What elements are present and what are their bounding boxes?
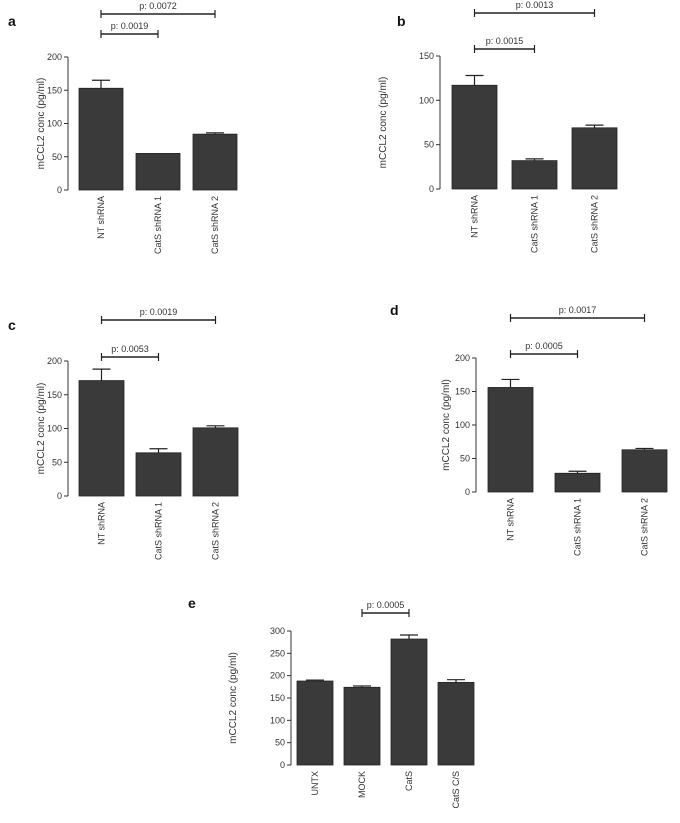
y-tick-label: 0 bbox=[280, 760, 285, 770]
bar-4 bbox=[437, 681, 475, 766]
y-tick-label: 300 bbox=[270, 626, 285, 636]
category-label: CatS C/S bbox=[451, 771, 461, 809]
panel-letter: b bbox=[397, 13, 406, 29]
bar-2 bbox=[554, 472, 601, 493]
y-tick-label: 250 bbox=[270, 648, 285, 658]
category-label: MOCK bbox=[357, 771, 367, 798]
y-axis-label: mCCL2 conc (pg/ml) bbox=[378, 77, 389, 169]
y-tick-label: 200 bbox=[47, 356, 62, 366]
y-tick-label: 100 bbox=[47, 119, 62, 129]
category-label: CatS bbox=[404, 771, 414, 791]
p-value-label: p: 0.0005 bbox=[367, 600, 405, 610]
category-label: UNTX bbox=[310, 771, 320, 796]
bar-2 bbox=[343, 686, 381, 766]
panel-a: a 0 50 100 150 200 mCCL2 conc (pg/ml) NT shRNA C… bbox=[8, 1, 238, 254]
bar-3 bbox=[390, 638, 428, 766]
y-tick-label: 200 bbox=[270, 671, 285, 681]
category-label: CatS shRNA 2 bbox=[590, 195, 600, 253]
bar-3 bbox=[571, 127, 618, 190]
y-tick-label: 0 bbox=[465, 487, 470, 497]
y-tick-label: 0 bbox=[429, 184, 434, 194]
panel-letter: e bbox=[188, 595, 196, 611]
y-axis-label: mCCL2 conc (pg/ml) bbox=[441, 379, 452, 471]
bar-1 bbox=[296, 680, 334, 766]
category-label: CatS shRNA 1 bbox=[154, 502, 164, 560]
y-tick-label: 50 bbox=[52, 457, 62, 467]
y-tick-label: 100 bbox=[419, 95, 434, 105]
category-label: NT shRNA bbox=[506, 498, 516, 541]
bar-3 bbox=[192, 427, 239, 497]
y-tick-label: 150 bbox=[455, 387, 470, 397]
category-label: CatS shRNA 2 bbox=[211, 502, 221, 560]
y-tick-label: 150 bbox=[47, 85, 62, 95]
panel-letter: c bbox=[8, 317, 16, 333]
y-axis-label: mCCL2 conc (pg/ml) bbox=[228, 652, 239, 744]
panel-letter: a bbox=[8, 13, 16, 29]
bar-2 bbox=[511, 160, 558, 190]
category-label: CatS shRNA 1 bbox=[530, 195, 540, 253]
bar-1 bbox=[78, 87, 124, 191]
y-tick-label: 0 bbox=[57, 185, 62, 195]
category-label: NT shRNA bbox=[470, 195, 480, 238]
category-label: CatS shRNA 1 bbox=[153, 196, 163, 254]
category-label: CatS shRNA 2 bbox=[210, 196, 220, 254]
bar-1 bbox=[451, 84, 498, 190]
y-tick-label: 0 bbox=[57, 491, 62, 501]
bar-2 bbox=[135, 452, 182, 497]
category-label: CatS shRNA 2 bbox=[640, 498, 650, 556]
panel-e: e 0 50 100 150 200 250 300 mCCL2 conc (pg/ml) UNT… bbox=[188, 595, 475, 809]
p-value-label: p: 0.0019 bbox=[140, 307, 178, 317]
p-value-label: p: 0.0072 bbox=[139, 1, 177, 11]
bar-3 bbox=[192, 133, 238, 191]
panel-letter: d bbox=[390, 302, 399, 318]
y-tick-label: 100 bbox=[455, 420, 470, 430]
bar-1 bbox=[78, 380, 125, 497]
panel-d: d 0 50 100 150 200 mCCL2 conc (pg/ml) NT shRNA C… bbox=[390, 302, 668, 556]
y-tick-label: 150 bbox=[270, 693, 285, 703]
p-value-label: p: 0.0053 bbox=[111, 344, 149, 354]
p-value-label: p: 0.0013 bbox=[516, 0, 554, 10]
p-value-label: p: 0.0019 bbox=[111, 21, 149, 31]
y-axis-label: mCCL2 conc (pg/ml) bbox=[36, 383, 47, 475]
bar-2 bbox=[135, 153, 181, 191]
bar-1 bbox=[487, 387, 534, 493]
y-tick-label: 150 bbox=[419, 51, 434, 61]
p-value-label: p: 0.0005 bbox=[525, 341, 563, 351]
y-tick-label: 200 bbox=[455, 353, 470, 363]
y-tick-label: 50 bbox=[424, 140, 434, 150]
y-tick-label: 100 bbox=[270, 715, 285, 725]
bar-3 bbox=[621, 449, 668, 493]
panel-b: b 0 50 100 150 mCCL2 conc (pg/ml) NT shRNA CatS… bbox=[378, 0, 618, 253]
panel-c: c 0 50 100 150 200 mCCL2 conc (pg/ml) NT shRNA C… bbox=[8, 307, 239, 560]
y-tick-label: 150 bbox=[47, 390, 62, 400]
p-value-label: p: 0.0017 bbox=[559, 305, 597, 315]
y-tick-label: 200 bbox=[47, 52, 62, 62]
y-tick-label: 100 bbox=[47, 424, 62, 434]
y-axis-label: mCCL2 conc (pg/ml) bbox=[36, 78, 47, 170]
y-tick-label: 50 bbox=[275, 738, 285, 748]
y-tick-label: 50 bbox=[52, 152, 62, 162]
category-label: NT shRNA bbox=[97, 502, 107, 545]
category-label: NT shRNA bbox=[96, 196, 106, 239]
y-tick-label: 50 bbox=[460, 454, 470, 464]
category-label: CatS shRNA 1 bbox=[573, 498, 583, 556]
p-value-label: p: 0.0015 bbox=[486, 36, 524, 46]
